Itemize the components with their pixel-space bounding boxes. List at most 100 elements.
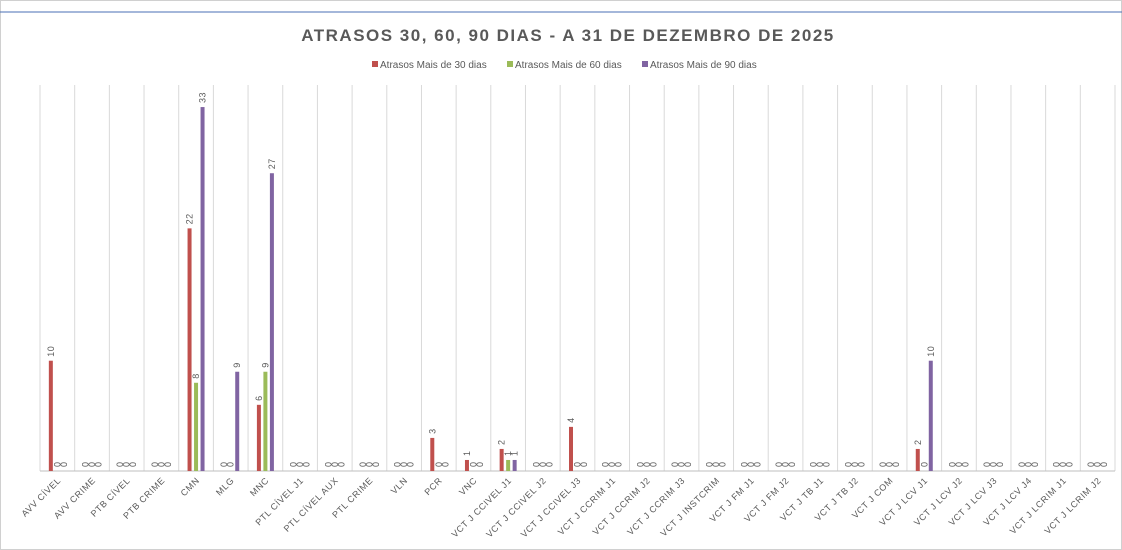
bar — [235, 371, 240, 471]
data-label: 0 — [393, 461, 403, 467]
legend-swatch — [642, 61, 648, 67]
data-label: 10 — [926, 346, 936, 357]
data-label: 0 — [947, 461, 957, 467]
legend: Atrasos Mais de 30 dias Atrasos Mais de 6… — [372, 60, 757, 71]
data-label: 0 — [295, 461, 305, 467]
data-label: 0 — [59, 461, 69, 467]
data-label: 0 — [406, 461, 416, 467]
bar — [499, 448, 504, 471]
data-label: 0 — [960, 461, 970, 467]
data-label: 0 — [156, 461, 166, 467]
bar — [200, 107, 205, 472]
data-label: 0 — [468, 461, 478, 467]
data-label: 0 — [954, 461, 964, 467]
bar — [430, 437, 435, 471]
data-label: 0 — [1017, 461, 1027, 467]
data-label: 0 — [746, 461, 756, 467]
data-label: 0 — [670, 461, 680, 467]
bar — [263, 371, 268, 471]
data-label: 0 — [150, 461, 160, 467]
data-label: 0 — [843, 461, 853, 467]
data-label: 0 — [614, 461, 624, 467]
data-label: 0 — [573, 461, 583, 467]
data-label: 0 — [1093, 461, 1103, 467]
data-label: 0 — [718, 461, 728, 467]
data-label: 0 — [995, 461, 1005, 467]
legend-label: Atrasos Mais de 30 dias — [380, 60, 487, 71]
data-label: 0 — [336, 461, 346, 467]
data-label: 33 — [198, 92, 208, 103]
data-label: 0 — [781, 461, 791, 467]
data-label: 0 — [94, 461, 104, 467]
data-label: 1 — [503, 450, 513, 456]
data-label: 0 — [677, 461, 687, 467]
data-label: 0 — [330, 461, 340, 467]
data-label: 0 — [122, 461, 132, 467]
bar — [464, 459, 469, 471]
bar — [187, 228, 192, 471]
data-label: 0 — [856, 461, 866, 467]
data-label: 0 — [642, 461, 652, 467]
data-label: 0 — [891, 461, 901, 467]
bar — [269, 173, 274, 471]
data-label: 0 — [52, 461, 62, 467]
data-label: 0 — [226, 461, 236, 467]
legend-label: Atrasos Mais de 90 dias — [650, 60, 757, 71]
data-label: 27 — [267, 158, 277, 169]
data-label: 0 — [774, 461, 784, 467]
data-label: 0 — [683, 461, 693, 467]
data-label: 0 — [919, 461, 929, 467]
data-label: 0 — [81, 461, 91, 467]
data-label: 0 — [705, 461, 715, 467]
legend-swatch — [507, 61, 513, 67]
data-label: 0 — [531, 461, 541, 467]
data-label: 0 — [815, 461, 825, 467]
data-label: 0 — [358, 461, 368, 467]
data-label: 4 — [566, 417, 576, 423]
bar — [256, 404, 261, 471]
data-label: 0 — [538, 461, 548, 467]
data-label: 0 — [822, 461, 832, 467]
data-label: 0 — [364, 461, 374, 467]
bar — [194, 382, 199, 471]
data-label: 0 — [601, 461, 611, 467]
data-label: 0 — [475, 461, 485, 467]
data-label: 1 — [462, 450, 472, 456]
legend-label: Atrasos Mais de 60 dias — [515, 60, 622, 71]
data-label: 0 — [219, 461, 229, 467]
data-label: 0 — [544, 461, 554, 467]
data-label: 0 — [607, 461, 617, 467]
bar — [928, 360, 933, 471]
data-label: 0 — [711, 461, 721, 467]
data-label: 0 — [323, 461, 333, 467]
data-label: 0 — [1030, 461, 1040, 467]
data-label: 0 — [434, 461, 444, 467]
data-label: 0 — [399, 461, 409, 467]
data-label: 2 — [913, 439, 923, 445]
data-label: 0 — [885, 461, 895, 467]
legend-swatch — [372, 61, 378, 67]
data-label: 22 — [185, 213, 195, 224]
bar — [48, 360, 53, 471]
data-label: 0 — [878, 461, 888, 467]
data-label: 0 — [87, 461, 97, 467]
data-label: 0 — [579, 461, 589, 467]
data-label: 3 — [427, 428, 437, 434]
data-label: 0 — [635, 461, 645, 467]
data-label: 0 — [440, 461, 450, 467]
data-label: 0 — [752, 461, 762, 467]
data-label: 0 — [115, 461, 125, 467]
bar — [512, 459, 517, 471]
data-label: 0 — [302, 461, 312, 467]
data-label: 0 — [739, 461, 749, 467]
data-label: 0 — [809, 461, 819, 467]
data-label: 0 — [1023, 461, 1033, 467]
data-label: 9 — [260, 362, 270, 368]
data-label: 0 — [1064, 461, 1074, 467]
data-label: 6 — [254, 395, 264, 401]
data-label: 0 — [648, 461, 658, 467]
bar — [506, 459, 511, 471]
data-label: 9 — [232, 362, 242, 368]
